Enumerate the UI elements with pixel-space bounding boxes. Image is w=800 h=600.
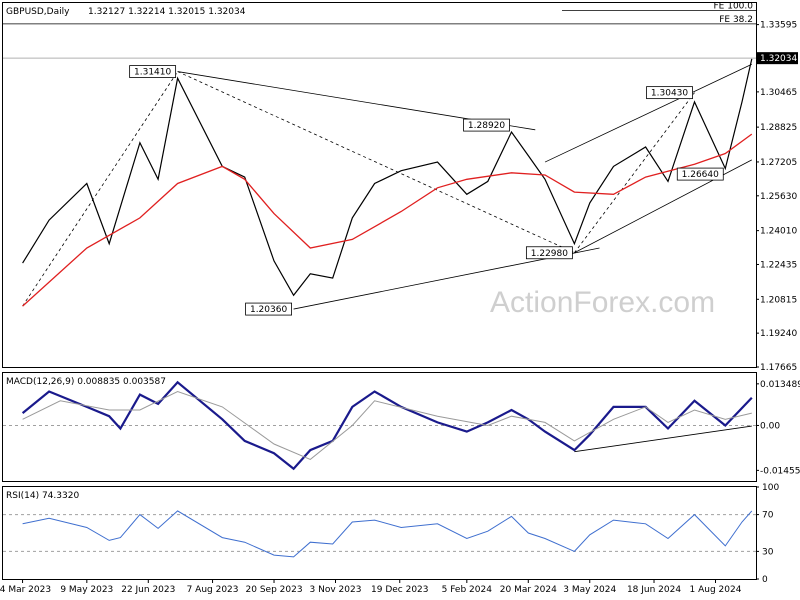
price-annotation-label: 1.22980 <box>531 249 568 259</box>
x-tick-label: 7 Aug 2023 <box>187 585 239 595</box>
price-annotation-box <box>525 246 573 260</box>
price-trendline <box>177 71 575 254</box>
macd-tick-label: 0.00 <box>760 421 780 431</box>
x-tick-label: 18 Jun 2024 <box>627 585 681 595</box>
rsi-tick-label: 70 <box>762 511 774 521</box>
price-close-line <box>22 58 753 297</box>
macd-tick-label: -0.014554 <box>760 466 800 476</box>
price-tick-label: 1.19240 <box>760 329 797 339</box>
fib-label: FE 100.0 <box>714 2 754 12</box>
price-tick-label: 1.28825 <box>760 123 797 133</box>
x-tick-label: 1 Aug 2024 <box>690 585 742 595</box>
price-tick-label: 1.27205 <box>760 158 797 168</box>
price-tick-label: 1.17665 <box>760 363 797 373</box>
price-tick-label: 1.24010 <box>760 227 797 237</box>
rsi-tick-label: 100 <box>762 483 779 493</box>
rsi-title: RSI(14) 74.3320 <box>6 491 79 501</box>
x-tick-label: 22 Jun 2023 <box>121 585 175 595</box>
macd-tick-label: 0.013489 <box>760 380 800 390</box>
price-annotation-label: 1.30430 <box>651 89 688 99</box>
price-trendline <box>544 63 752 163</box>
price-annotation-box <box>245 302 292 316</box>
price-annotation-label: 1.28920 <box>468 121 505 131</box>
price-tick-label: 1.22435 <box>760 260 797 270</box>
price-annotation-box <box>129 65 177 78</box>
x-tick-label: 5 Feb 2024 <box>442 585 493 595</box>
fib-label: FE 38.2 <box>719 15 753 25</box>
macd-signal-line <box>22 390 752 460</box>
rsi-tick-label: 30 <box>762 547 774 557</box>
price-tick-label: 1.33595 <box>760 21 797 31</box>
rsi-panel-frame <box>2 486 757 580</box>
macd-panel-frame <box>2 372 757 482</box>
macd-trendline <box>574 425 752 453</box>
price-annotation-box <box>676 167 724 181</box>
x-tick-label: 9 May 2023 <box>60 585 113 595</box>
price-tick-label: 1.25630 <box>760 192 797 202</box>
price-panel-frame <box>2 2 757 368</box>
current-price-label: 1.32034 <box>760 54 797 64</box>
rsi-line <box>22 510 753 558</box>
x-tick-label: 20 Mar 2024 <box>500 585 557 595</box>
x-tick-label: 24 Mar 2023 <box>0 585 51 595</box>
price-tick-label: 1.20815 <box>760 295 797 305</box>
x-tick-label: 3 May 2024 <box>563 585 616 595</box>
chart-title: GBPUSD,Daily <box>6 7 70 17</box>
price-annotation-box <box>646 86 693 100</box>
rsi-tick-label: 0 <box>762 575 768 585</box>
price-annotation-box <box>463 118 510 132</box>
price-annotation-label: 1.20360 <box>250 305 287 315</box>
x-tick-label: 20 Sep 2023 <box>246 585 303 595</box>
moving-average-line <box>22 133 753 307</box>
ohlc-readout: 1.32127 1.32214 1.32015 1.32034 <box>88 7 246 17</box>
price-annotation-label: 1.26640 <box>682 170 719 180</box>
price-trendline <box>22 71 178 307</box>
price-annotation-label: 1.31410 <box>134 68 171 78</box>
current-price-box <box>757 52 798 65</box>
x-tick-label: 19 Dec 2023 <box>371 585 429 595</box>
macd-line <box>21 380 753 471</box>
price-tick-label: 1.30465 <box>760 88 797 98</box>
macd-title: MACD(12,26,9) 0.008835 0.003587 <box>6 377 166 387</box>
x-tick-label: 3 Nov 2023 <box>310 585 362 595</box>
watermark: ActionForex.com <box>490 286 715 319</box>
